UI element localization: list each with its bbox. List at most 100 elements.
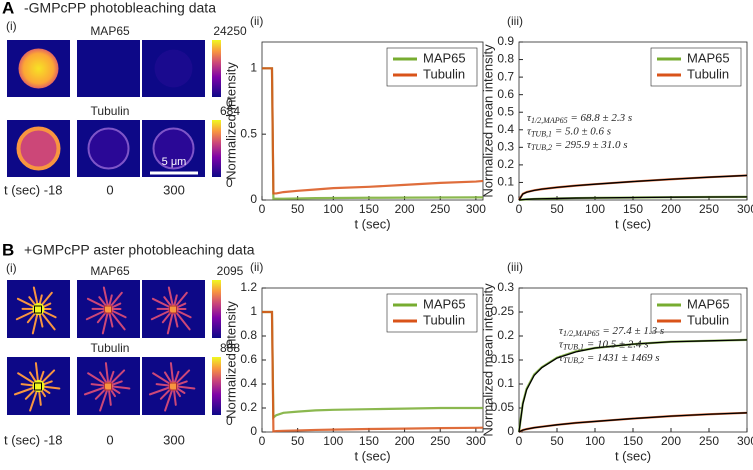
x-tick-label: 300 — [737, 434, 753, 448]
fit-line — [518, 174, 748, 201]
y-axis-label: Normalized mean intensity — [480, 283, 495, 437]
legend-box — [386, 47, 478, 87]
y-axis-label: Normalized Intensity — [223, 301, 238, 419]
x-tick-label: 50 — [550, 434, 564, 448]
bleach-ring — [16, 126, 61, 171]
roi-box — [104, 305, 112, 314]
y-tick-label: 0.15 — [491, 352, 515, 366]
roi-box — [34, 305, 42, 314]
time-value: 300 — [163, 182, 185, 197]
colorbar-max: 684 — [220, 104, 240, 118]
annotation-text: = 295.9 ± 31.0 s — [552, 139, 628, 151]
y-tick-label: 0.2 — [497, 328, 514, 342]
y-tick-label: 1.2 — [240, 280, 257, 294]
y-tick-label: 0.4 — [240, 376, 257, 390]
annotation: τTUB,1 = 10.5 ± 2.4 s — [559, 338, 649, 351]
y-tick-label: 1 — [250, 304, 257, 318]
legend-label: Tubulin — [423, 312, 465, 327]
annotation-text: = 1431 ± 1469 s — [584, 352, 660, 364]
data-line — [262, 310, 484, 433]
row-label: Tubulin — [91, 341, 130, 355]
x-axis-label: t (sec) — [354, 216, 390, 231]
y-axis-label: Normalized Intensity — [223, 62, 238, 180]
panel-letter: A — [2, 0, 14, 17]
x-axis-label: t (sec) — [615, 216, 651, 231]
aster-core — [169, 305, 178, 313]
legend-label: MAP65 — [423, 296, 466, 311]
y-tick-label: 0.6 — [497, 87, 514, 101]
annotation: τ1/2,MAP65 = 27.4 ± 1.3 s — [559, 325, 664, 338]
y-tick-label: 0.3 — [497, 140, 514, 154]
roi-box — [169, 305, 177, 314]
annotation-symbol: τ — [559, 338, 564, 350]
annotation-text: = 5.0 ± 0.6 s — [552, 125, 611, 137]
annotation-subscript: 1/2,MAP65 — [563, 329, 600, 338]
legend-box — [650, 47, 742, 87]
data-line — [262, 67, 484, 195]
y-tick-label: 0.1 — [497, 175, 514, 189]
panel-label: (iii) — [507, 260, 523, 274]
x-axis-label: t (sec) — [354, 448, 390, 463]
x-tick-label: 100 — [323, 434, 343, 448]
row-label: MAP65 — [90, 24, 130, 38]
annotation-symbol: τ — [527, 112, 532, 124]
x-tick-label: 150 — [623, 202, 643, 216]
annotation: τTUB,2 = 1431 ± 1469 s — [559, 352, 660, 365]
x-tick-label: 100 — [585, 434, 605, 448]
time-value: 0 — [106, 432, 113, 447]
x-tick-label: 150 — [359, 202, 379, 216]
annotation-subscript: TUB,1 — [563, 342, 584, 351]
y-tick-label: 0 — [507, 192, 514, 206]
x-tick-label: 300 — [466, 434, 486, 448]
panel-label: (ii) — [250, 260, 263, 274]
annotation-text: = 10.5 ± 2.4 s — [584, 338, 649, 350]
legend-label: Tubulin — [687, 312, 729, 327]
colorbar-max: 24250 — [213, 24, 247, 38]
x-tick-label: 250 — [430, 202, 450, 216]
y-tick-label: 1 — [250, 61, 257, 75]
y-tick-label: 0.9 — [497, 34, 514, 48]
aster-core — [169, 382, 178, 390]
annotation: τTUB,1 = 5.0 ± 0.6 s — [527, 125, 611, 138]
x-tick-label: 50 — [291, 202, 305, 216]
x-tick-label: 150 — [623, 434, 643, 448]
legend-box — [386, 293, 478, 333]
x-axis-label: t (sec) — [615, 448, 651, 463]
time-value: 300 — [163, 432, 185, 447]
roi-box — [104, 382, 112, 391]
y-tick-label: 0.2 — [497, 157, 514, 171]
y-axis-label: Normalized mean intensity — [480, 44, 495, 198]
x-tick-label: 300 — [466, 202, 486, 216]
aster-core — [104, 382, 113, 390]
bleach-ring — [152, 127, 195, 170]
y-tick-label: 0.2 — [240, 400, 257, 414]
time-label: t (sec) -18 — [4, 432, 63, 447]
x-tick-label: 0 — [259, 434, 266, 448]
colorbar — [212, 40, 221, 97]
annotation: τ1/2,MAP65 = 68.8 ± 2.3 s — [527, 112, 632, 125]
colorbar — [212, 357, 221, 415]
annotation-subscript: TUB,2 — [531, 143, 552, 152]
x-tick-label: 250 — [430, 434, 450, 448]
colorbar-max: 888 — [220, 341, 240, 355]
y-tick-label: 0.7 — [497, 69, 514, 83]
panel-label: (iii) — [507, 14, 523, 28]
colorbar-min: 0 — [226, 414, 233, 428]
legend-label: MAP65 — [687, 50, 730, 65]
aster-fiber — [87, 372, 110, 387]
annotation-subscript: 1/2,MAP65 — [531, 116, 568, 125]
fit-line — [518, 339, 748, 433]
bleach-spot — [154, 49, 193, 88]
x-tick-label: 200 — [661, 202, 681, 216]
colorbar — [212, 280, 221, 338]
bleach-ring — [87, 127, 130, 170]
micrograph — [77, 40, 140, 97]
x-tick-label: 50 — [550, 202, 564, 216]
y-tick-label: 0.3 — [497, 280, 514, 294]
fit-line — [518, 412, 748, 433]
x-tick-label: 0 — [259, 202, 266, 216]
annotation-subscript: TUB,2 — [563, 356, 584, 365]
bleach-spot — [18, 48, 59, 89]
x-tick-label: 100 — [323, 202, 343, 216]
